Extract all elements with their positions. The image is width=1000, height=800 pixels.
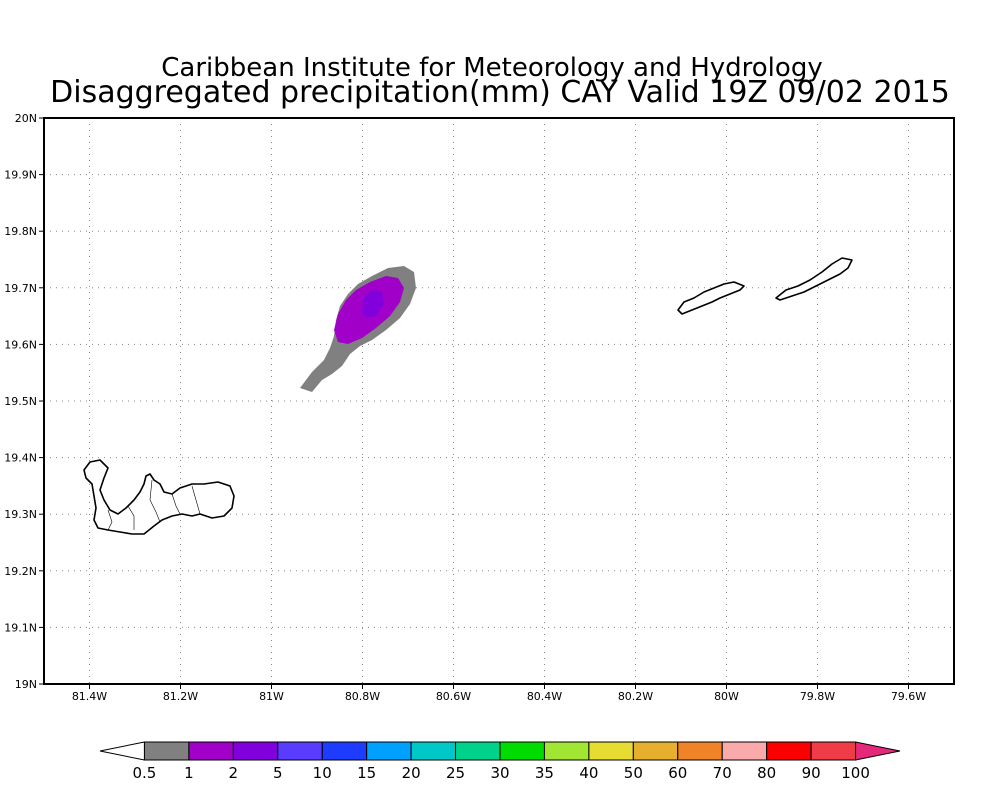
lon-tick-label: 79.8W <box>800 690 835 703</box>
lon-tick-label: 80.4W <box>527 690 562 703</box>
colorbar-label: 80 <box>757 764 776 782</box>
longitude-tick-labels: 81.4W 81.2W 81W 80.8W 80.6W 80.4W 80.2W 80W 79.8… <box>72 684 926 703</box>
lon-tick-label: 81.4W <box>72 690 107 703</box>
lat-tick-label: 19.5N <box>4 395 37 408</box>
colorbar-swatch <box>366 741 412 761</box>
colorbar-label: 2 <box>229 764 239 782</box>
colorbar-label: 20 <box>402 764 421 782</box>
lon-tick-label: 79.6W <box>891 690 926 703</box>
lat-tick-label: 19.4N <box>4 452 37 465</box>
colorbar-swatch <box>277 741 323 761</box>
lon-tick-label: 81W <box>259 690 284 703</box>
colorbar-swatch <box>321 741 368 761</box>
lon-tick-label: 80.2W <box>618 690 653 703</box>
colorbar-swatch <box>855 741 901 761</box>
lon-tick-label: 80.6W <box>436 690 471 703</box>
colorbar-swatch <box>188 741 234 761</box>
colorbar-label: 10 <box>313 764 332 782</box>
institute-title: Caribbean Institute for Meteorology and … <box>161 53 822 83</box>
lat-tick-label: 19.1N <box>4 621 37 634</box>
little-cayman-island <box>677 281 745 315</box>
lon-tick-label: 81.2W <box>163 690 198 703</box>
colorbar-swatch <box>766 741 812 761</box>
map-panel: 81.4W 81.2W 81W 80.8W 80.6W 80.4W 80.2W 80W 79.8… <box>4 112 955 703</box>
colorbar-swatch <box>499 741 545 761</box>
product-title: Disaggregated precipitation(mm) CAY Vali… <box>50 75 950 110</box>
graticule <box>44 118 954 684</box>
lat-tick-label: 19.9N <box>4 169 37 182</box>
rain-area-core <box>362 290 384 318</box>
colorbar-legend: 0.5 1 2 5 10 15 20 25 30 35 40 50 60 70 80 90 100 <box>99 741 901 782</box>
colorbar-swatch <box>677 741 723 761</box>
lat-tick-label: 19.7N <box>4 282 37 295</box>
colorbar-swatch <box>810 741 857 761</box>
colorbar-label: 60 <box>668 764 687 782</box>
precipitation-field <box>300 266 416 392</box>
colorbar-label: 100 <box>841 764 870 782</box>
colorbar-swatch <box>143 741 190 761</box>
colorbar-label: 15 <box>357 764 376 782</box>
lat-tick-label: 19.6N <box>4 338 37 351</box>
lon-tick-label: 80.8W <box>345 690 380 703</box>
colorbar-swatch <box>455 741 501 761</box>
lat-tick-label: 19.8N <box>4 225 37 238</box>
colorbar-swatch <box>721 741 768 761</box>
colorbar-label: 35 <box>535 764 554 782</box>
lat-tick-label: 20N <box>15 112 37 125</box>
lon-tick-label: 80W <box>714 690 739 703</box>
cayman-islands <box>83 257 853 535</box>
colorbar-swatch <box>410 741 457 761</box>
colorbar-label: 5 <box>273 764 283 782</box>
colorbar-label: 0.5 <box>133 764 157 782</box>
cayman-brac-island <box>775 257 853 301</box>
colorbar-label: 25 <box>446 764 465 782</box>
lat-tick-label: 19.3N <box>4 508 37 521</box>
colorbar-label: 70 <box>713 764 732 782</box>
colorbar-label: 50 <box>624 764 643 782</box>
colorbar-swatch <box>232 741 279 761</box>
lat-tick-label: 19.2N <box>4 565 37 578</box>
colorbar-label: 40 <box>579 764 598 782</box>
latitude-tick-labels: 20N 19.9N 19.8N 19.7N 19.6N 19.5N 19.4N 19.3N 19… <box>4 112 44 691</box>
colorbar-label: 90 <box>802 764 821 782</box>
colorbar-label: 1 <box>184 764 194 782</box>
colorbar-label: 30 <box>490 764 509 782</box>
colorbar-swatch <box>632 741 679 761</box>
lat-tick-label: 19N <box>15 678 37 691</box>
colorbar-swatch <box>543 741 590 761</box>
colorbar-swatch <box>588 741 634 761</box>
grand-cayman-island <box>83 459 235 535</box>
